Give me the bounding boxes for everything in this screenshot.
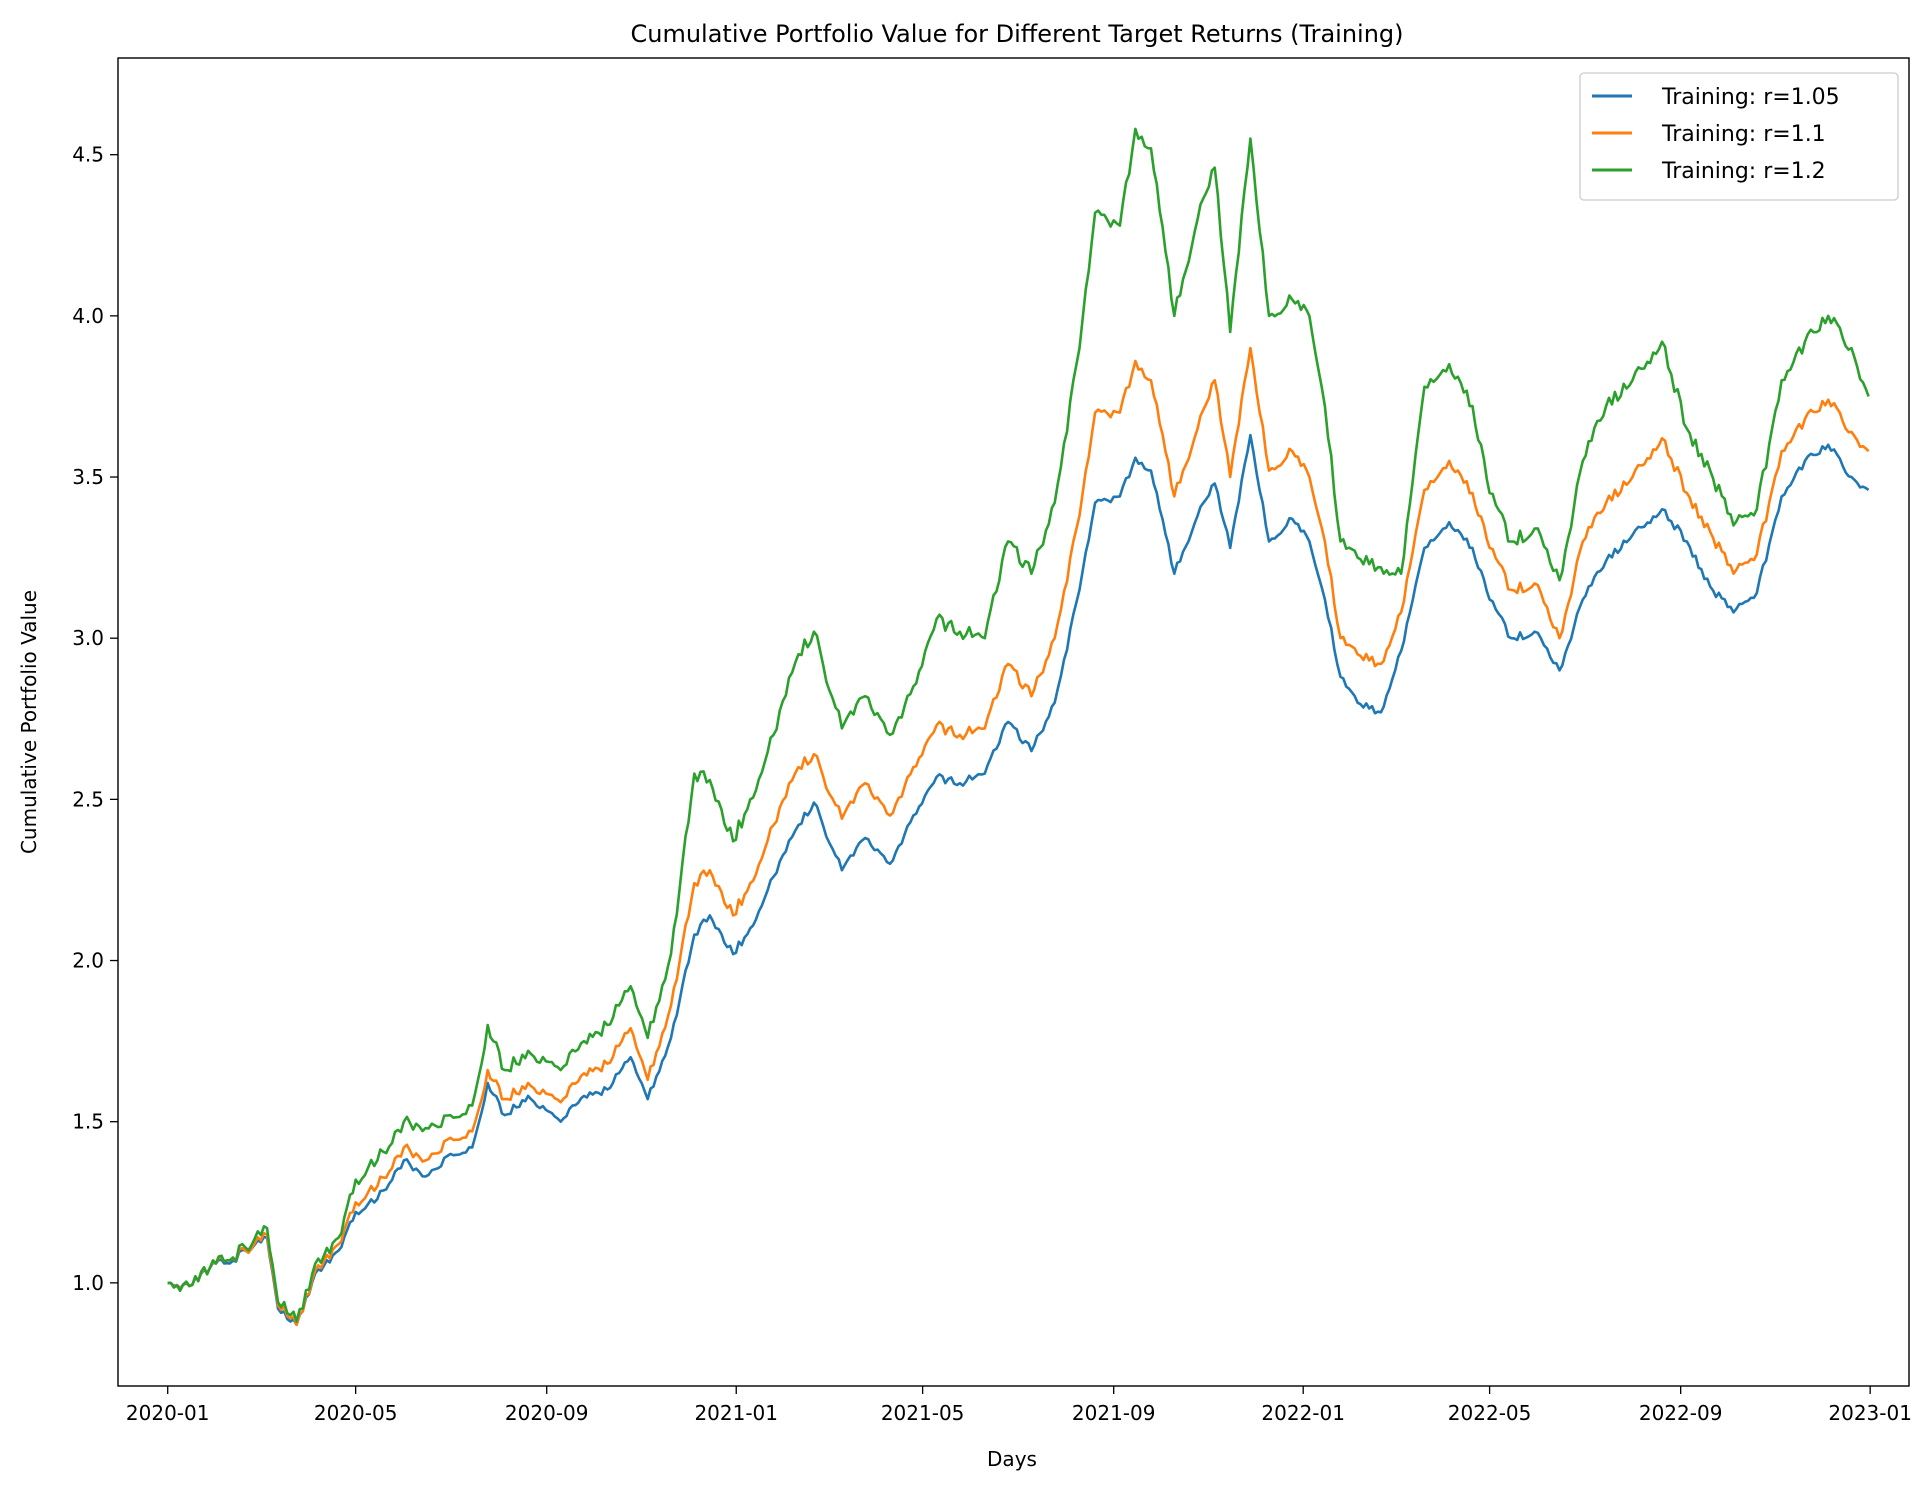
x-tick-label: 2020-09 (505, 1401, 589, 1425)
y-tick-label: 1.5 (72, 1110, 104, 1134)
y-tick-label: 3.5 (72, 465, 104, 489)
x-tick-label: 2020-01 (126, 1401, 210, 1425)
series-line-1 (167, 433, 1870, 1327)
y-tick-label: 4.5 (72, 143, 104, 167)
x-axis-label: Days (987, 1447, 1037, 1471)
chart-title: Cumulative Portfolio Value for Different… (630, 20, 1403, 48)
x-tick-label: 2022-05 (1448, 1401, 1532, 1425)
series-layer (167, 127, 1870, 1327)
y-axis: 1.0 1.5 2.0 2.5 3.0 3.5 4.0 4.5 (72, 143, 118, 1295)
legend: Training: r=1.05 Training: r=1.1 Training:… (1579, 72, 1899, 201)
x-tick-label: 2022-09 (1639, 1401, 1723, 1425)
y-tick-label: 4.0 (72, 304, 104, 328)
y-tick-label: 3.0 (72, 626, 104, 650)
x-tick-label: 2023-01 (1828, 1401, 1912, 1425)
y-tick-label: 2.5 (72, 787, 104, 811)
legend-label-1: Training: r=1.05 (1661, 85, 1840, 110)
legend-box (1579, 72, 1899, 201)
legend-label-3: Training: r=1.2 (1661, 159, 1826, 184)
y-axis-label: Cumulative Portfolio Value (17, 590, 41, 854)
legend-label-2: Training: r=1.1 (1661, 122, 1826, 147)
y-tick-label: 2.0 (72, 949, 104, 973)
x-tick-label: 2022-01 (1261, 1401, 1345, 1425)
x-axis: 2020-01 2020-05 2020-09 2021-01 2021-05 2021-… (126, 1386, 1912, 1425)
series-line-2 (167, 346, 1870, 1327)
x-tick-label: 2021-09 (1072, 1401, 1156, 1425)
y-tick-label: 1.0 (72, 1271, 104, 1295)
x-tick-label: 2021-01 (694, 1401, 778, 1425)
x-tick-label: 2021-05 (881, 1401, 965, 1425)
plot-area-frame (117, 57, 1910, 1387)
series-line-3 (167, 127, 1870, 1323)
x-tick-label: 2020-05 (314, 1401, 398, 1425)
